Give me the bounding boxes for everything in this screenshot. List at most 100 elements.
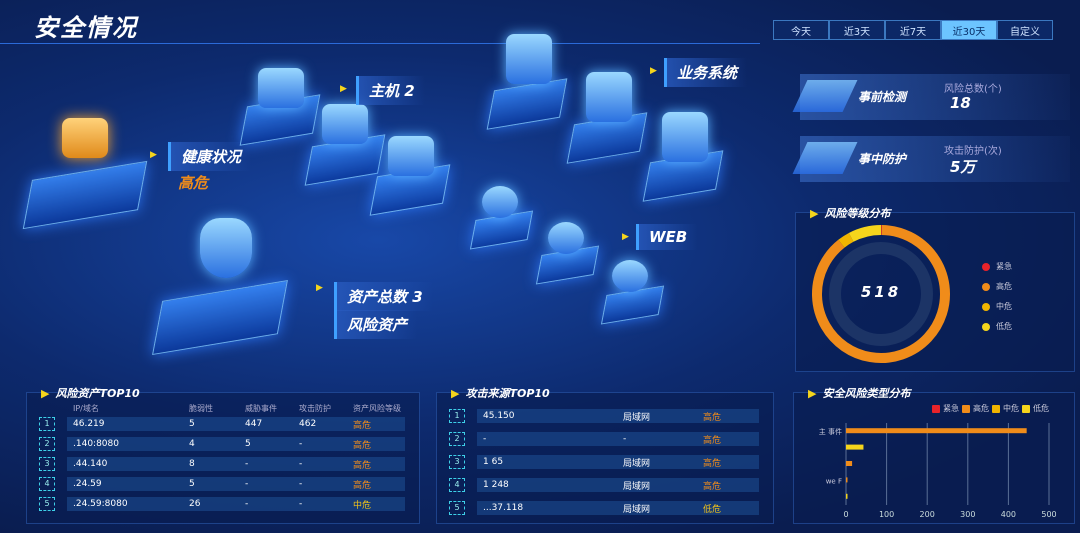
vuln-cell: 26 — [189, 499, 201, 509]
vuln-cell: 4 — [189, 439, 195, 449]
defense-cell: - — [299, 499, 303, 509]
table-row[interactable]: 4 1 248 局域网 高危 — [449, 478, 759, 492]
defense-cell: - — [299, 479, 303, 489]
rank-badge: 3 — [449, 455, 465, 469]
table-row[interactable]: 2 .140:8080 4 5 - 高危 — [39, 437, 405, 451]
ip-cell: 45.150 — [483, 411, 515, 421]
col-header: 攻击防护 — [299, 404, 331, 413]
defense-cell: 462 — [299, 419, 317, 429]
ip-cell: 1 248 — [483, 480, 509, 490]
stat-key: 风险总数(个) — [944, 84, 1002, 95]
risk-level-cell: 低危 — [703, 504, 722, 515]
ip-cell: .44.140 — [73, 459, 108, 469]
tab-custom[interactable]: 自定义 — [997, 20, 1053, 40]
region-cell: - — [623, 434, 627, 444]
panel-title: ▶ 风险资产TOP10 — [41, 387, 140, 400]
arrow-icon: ▶ — [622, 232, 629, 242]
col-header: 脆弱性 — [189, 404, 213, 413]
ip-cell: .24.59 — [73, 479, 102, 489]
stat-name: 事前检测 — [858, 90, 907, 104]
health-label: 健康状况 — [168, 142, 252, 171]
risk-level-cell: 高危 — [353, 420, 372, 431]
table-row[interactable]: 1 45.150 局域网 高危 — [449, 409, 759, 423]
x-tick-label: 0 — [843, 510, 848, 519]
stat-in-protection: 事中防护 攻击防护(次) 5万 — [792, 136, 1070, 182]
table-row[interactable]: 5 ...37.118 局域网 低危 — [449, 501, 759, 515]
risk-level-cell: 中危 — [353, 500, 372, 511]
rank-badge: 4 — [449, 478, 465, 492]
title-bar — [0, 4, 760, 44]
arrow-icon: ▶ — [316, 283, 323, 293]
table-row[interactable]: 2 - - 高危 — [449, 432, 759, 446]
bar-高危[interactable] — [846, 477, 848, 483]
panel-title: ▶ 风险等级分布 — [810, 207, 891, 220]
legend-low: 低危 — [982, 321, 1012, 332]
table-row[interactable]: 5 .24.59:8080 26 - - 中危 — [39, 497, 405, 511]
lightning-icon — [62, 118, 108, 158]
health-value: 高危 — [178, 174, 209, 192]
bar-高危[interactable] — [846, 461, 853, 466]
bar-legend: 紧急 高危 中危 低危 — [932, 403, 1049, 414]
donut-slice-高危[interactable] — [812, 225, 950, 363]
defense-cell: - — [299, 459, 303, 469]
table-row[interactable]: 3 .44.140 8 - - 高危 — [39, 457, 405, 471]
rank-badge: 5 — [449, 501, 465, 515]
rank-badge: 1 — [39, 417, 55, 431]
ip-cell: ...37.118 — [483, 503, 524, 513]
risk-level-cell: 高危 — [703, 435, 722, 446]
legend-medium: 中危 — [982, 301, 1012, 312]
panel-title: ▶ 攻击来源TOP10 — [451, 387, 550, 400]
server-icon — [258, 68, 304, 108]
stat-value: 18 — [950, 94, 971, 112]
stat-name: 事中防护 — [858, 152, 907, 166]
ip-cell: - — [483, 434, 487, 444]
tab-today[interactable]: 今天 — [773, 20, 829, 40]
donut-slice-低危[interactable] — [848, 225, 882, 242]
rank-badge: 3 — [39, 457, 55, 471]
tab-30days[interactable]: 近30天 — [941, 20, 997, 40]
host-label: 主机 2 — [356, 76, 425, 105]
tab-3days[interactable]: 近3天 — [829, 20, 885, 40]
col-header: IP/域名 — [73, 404, 99, 413]
bar-高危[interactable] — [846, 428, 1027, 434]
business-label: 业务系统 — [664, 58, 748, 87]
server-icon — [322, 104, 368, 144]
y-category-label: 主 事件 — [819, 427, 842, 436]
x-tick-label: 300 — [960, 510, 975, 519]
table-row[interactable]: 3 1 65 局域网 高危 — [449, 455, 759, 469]
donut-inner-ring — [829, 242, 933, 346]
rank-badge: 5 — [39, 497, 55, 511]
globe-icon — [548, 222, 584, 254]
web-label: WEB — [636, 224, 698, 250]
ip-cell: .140:8080 — [73, 439, 119, 449]
bar-低危[interactable] — [846, 444, 864, 450]
y-category-label: we F — [826, 477, 842, 485]
risk-level-cell: 高危 — [353, 480, 372, 491]
arrow-icon: ▶ — [340, 84, 347, 94]
vuln-cell: 5 — [189, 479, 195, 489]
region-cell: 局域网 — [623, 458, 651, 469]
tab-7days[interactable]: 近7天 — [885, 20, 941, 40]
detection-icon — [792, 80, 858, 112]
threat-cell: 5 — [245, 439, 251, 449]
arrow-icon: ▶ — [150, 150, 157, 160]
stat-key: 攻击防护(次) — [944, 146, 1002, 157]
risk-level-cell: 高危 — [353, 460, 372, 471]
rank-badge: 2 — [39, 437, 55, 451]
table-row[interactable]: 1 46.219 5 447 462 高危 — [39, 417, 405, 431]
region-cell: 局域网 — [623, 504, 651, 515]
table-row[interactable]: 4 .24.59 5 - - 高危 — [39, 477, 405, 491]
date-range-tabs: 今天 近3天 近7天 近30天 自定义 — [773, 20, 1053, 40]
rank-badge: 2 — [449, 432, 465, 446]
stat-pre-detection: 事前检测 风险总数(个) 18 — [792, 74, 1070, 120]
x-tick-label: 100 — [879, 510, 894, 519]
risk-level-cell: 高危 — [703, 458, 722, 469]
risk-assets: 风险资产 — [334, 310, 418, 339]
page-title: 安全情况 — [34, 14, 138, 42]
server-icon — [388, 136, 434, 176]
threat-cell: - — [245, 459, 249, 469]
attack-source-panel: ▶ 攻击来源TOP10 1 45.150 局域网 高危 2 - - 高危 3 1 … — [436, 387, 774, 524]
donut-slice-中危[interactable] — [838, 232, 854, 248]
arrow-icon: ▶ — [650, 66, 657, 76]
bar-低危[interactable] — [846, 493, 848, 499]
